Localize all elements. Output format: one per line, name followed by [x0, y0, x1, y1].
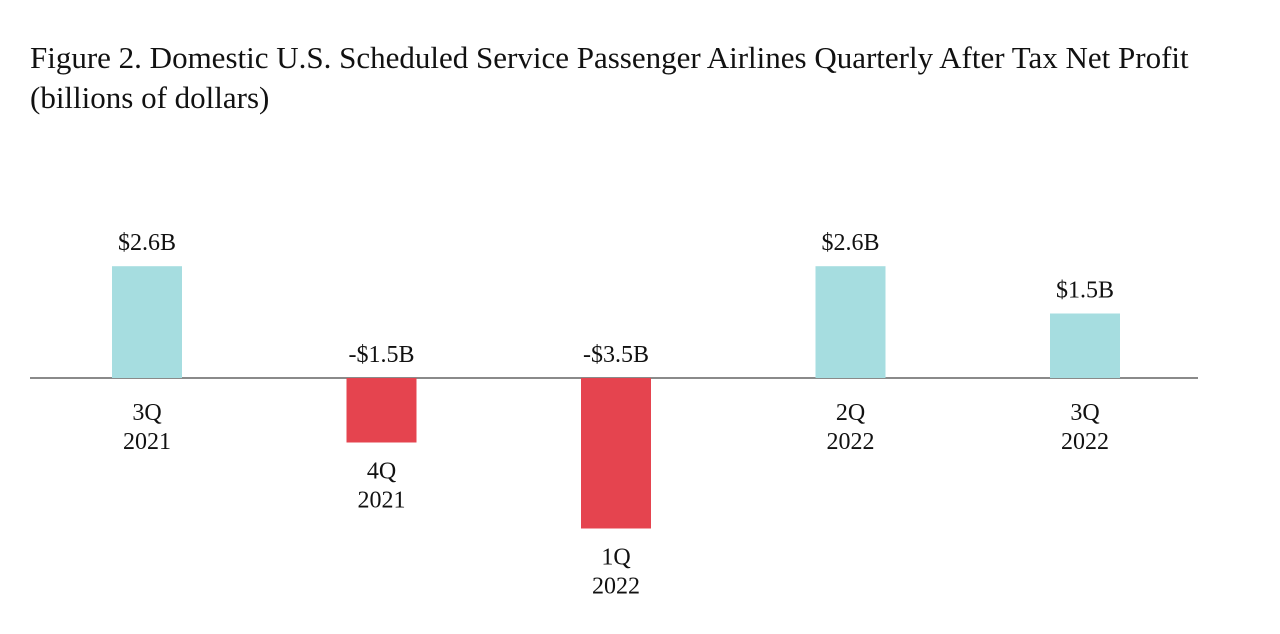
- category-labels-group: 3Q 2021 4Q 2021 1Q 2022 2Q 2022 3Q 2022: [123, 400, 1109, 600]
- category-label-0-1: 2021: [123, 429, 171, 455]
- category-label-2-1: 2022: [592, 574, 640, 600]
- bar-1: [346, 378, 417, 443]
- category-label-3-1: 2022: [827, 429, 875, 455]
- data-label-1: -$1.5B: [349, 342, 415, 368]
- bars-group: [112, 266, 1120, 529]
- data-label-0: $2.6B: [118, 230, 176, 256]
- bar-0: [112, 266, 182, 378]
- chart-title-line: Figure 2. Domestic U.S. Scheduled Servic…: [30, 40, 1189, 75]
- category-label-1-1: 2021: [358, 488, 406, 514]
- bar-2: [581, 378, 651, 529]
- category-label-3-0: 2Q: [836, 400, 865, 426]
- chart-title: Figure 2. Domestic U.S. Scheduled Servic…: [30, 38, 1270, 118]
- bar-4: [1050, 313, 1120, 378]
- value-labels-group: $2.6B -$1.5B -$3.5B $2.6B $1.5B: [118, 230, 1114, 368]
- chart-subtitle: (billions of dollars): [30, 80, 270, 115]
- bar-3: [815, 266, 886, 378]
- category-label-4-0: 3Q: [1070, 400, 1099, 426]
- data-label-2: -$3.5B: [583, 342, 649, 368]
- category-label-4-1: 2022: [1061, 429, 1109, 455]
- category-label-0-0: 3Q: [132, 400, 161, 426]
- data-label-3: $2.6B: [821, 230, 879, 256]
- category-label-2-0: 1Q: [601, 545, 630, 571]
- data-label-4: $1.5B: [1056, 278, 1114, 304]
- category-label-1-0: 4Q: [367, 459, 396, 485]
